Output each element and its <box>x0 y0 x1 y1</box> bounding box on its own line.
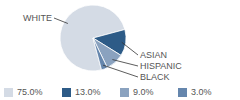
html-text:13.0%: 13.0% <box>75 87 101 97</box>
html-text:9.0%: 9.0% <box>133 87 154 97</box>
svg-text:ASIAN: ASIAN <box>140 50 167 60</box>
html-text:75.0%: 75.0% <box>17 87 43 97</box>
svg-text:HISPANIC: HISPANIC <box>140 61 182 71</box>
svg-text:BLACK: BLACK <box>140 72 170 82</box>
svg-text:WHITE: WHITE <box>23 13 52 23</box>
html-text:3.0%: 3.0% <box>191 87 212 97</box>
